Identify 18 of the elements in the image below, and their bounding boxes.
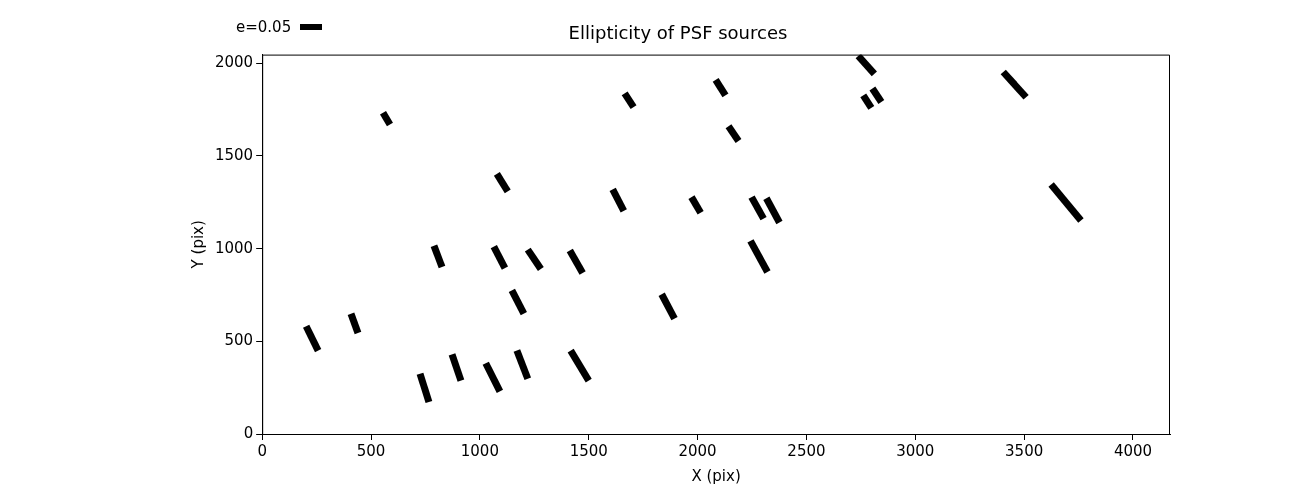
x-tick-label: 1500	[569, 441, 608, 460]
x-tick-label: 500	[356, 441, 386, 460]
y-axis-title: Y (pix)	[188, 220, 207, 270]
x-tick-label: 2000	[678, 441, 717, 460]
x-tick-label: 4000	[1113, 441, 1153, 460]
y-tick-label: 500	[224, 331, 254, 350]
text: e=0.05	[236, 18, 292, 36]
y-tick-label: 2000	[214, 53, 254, 72]
y-tick-label: 1000	[214, 238, 254, 257]
y-tick-label: 0	[243, 423, 254, 442]
x-tick-label: 0	[257, 441, 267, 460]
chart-title: Ellipticity of PSF sources	[568, 22, 788, 44]
y-tick-label: 1500	[214, 145, 254, 164]
x-tick-label: 2500	[787, 441, 826, 460]
x-tick-label: 1000	[460, 441, 499, 460]
x-tick-label: 3500	[1005, 441, 1044, 460]
x-tick-label: 3000	[896, 441, 935, 460]
x-axis-title: X (pix)	[691, 466, 741, 485]
